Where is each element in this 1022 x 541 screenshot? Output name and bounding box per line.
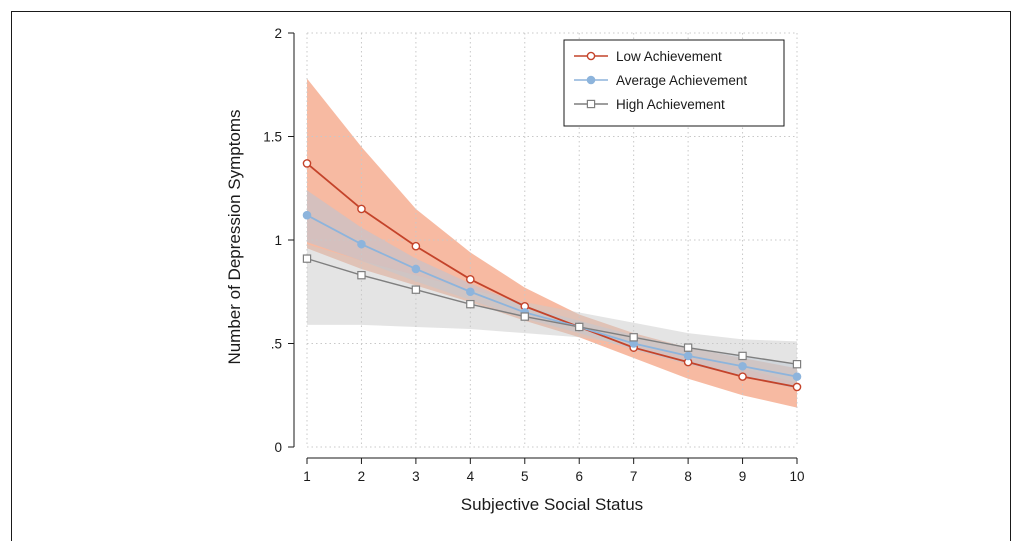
confidence-band-3 — [307, 244, 797, 383]
series-3-point — [683, 343, 693, 352]
series-2-point — [738, 361, 747, 371]
series-1-point — [466, 275, 475, 284]
x-tick-label: 1 — [303, 469, 311, 484]
x-tick-label: 2 — [358, 469, 366, 484]
series-1-point — [302, 159, 312, 168]
x-tick-label: 9 — [739, 469, 747, 484]
legend-label: High Achievement — [616, 97, 725, 112]
legend-swatch-marker — [586, 75, 596, 85]
legend-swatch-marker — [586, 99, 596, 109]
series-1-point — [411, 241, 421, 251]
x-tick-label: 3 — [412, 469, 420, 484]
series-3-point — [575, 322, 584, 332]
series-3-point — [302, 254, 312, 263]
series-lines — [306, 162, 798, 388]
series-1-point — [357, 204, 366, 214]
legend-label: Average Achievement — [616, 73, 747, 88]
series-1-point — [738, 372, 747, 381]
series-line-3 — [306, 257, 798, 365]
legend: Low Achievement Average Achievement High A… — [563, 39, 785, 127]
y-tick-label: 1 — [274, 233, 282, 248]
x-tick-label: 7 — [630, 469, 638, 484]
legend-box — [563, 39, 785, 127]
legend-items: Low Achievement Average Achievement High A… — [574, 49, 747, 112]
x-tick-label: 4 — [467, 469, 475, 484]
series-3-point — [466, 299, 475, 309]
x-tick-label: 10 — [789, 469, 804, 484]
y-tick-label: 0 — [274, 440, 282, 455]
series-3-point — [411, 285, 421, 294]
y-tick-label: 2 — [274, 26, 282, 41]
series-1-point — [792, 382, 802, 392]
series-3-point — [792, 360, 802, 369]
series-3-point — [520, 312, 529, 321]
legend-swatch-marker — [586, 51, 596, 61]
y-tick-label: .5 — [271, 337, 282, 352]
figure-frame — [11, 11, 1011, 541]
confidence-bands — [307, 78, 797, 408]
y-axis-title: Number of Depression Symptoms — [225, 109, 244, 364]
y-tick-label: 1.5 — [263, 130, 282, 145]
series-2-point — [792, 372, 802, 381]
x-tick-label: 6 — [575, 469, 583, 484]
axes: 0 .5 1 1.5 2 1 2 3 4 5 6 7 8 9 10 — [263, 26, 804, 484]
series-line-1 — [306, 162, 798, 388]
series-2-point — [302, 210, 312, 220]
series-2-point — [411, 264, 421, 274]
x-tick-label: 5 — [521, 469, 529, 484]
series-2-point — [466, 287, 475, 297]
series-2-point — [683, 351, 693, 361]
series-3-point — [629, 333, 638, 342]
x-tick-label: 8 — [684, 469, 692, 484]
series-3-point — [738, 351, 747, 361]
series-2-point — [357, 239, 366, 249]
series-3-point — [357, 270, 366, 280]
x-axis-title: Subjective Social Status — [461, 495, 643, 514]
legend-label: Low Achievement — [616, 49, 722, 64]
series-markers — [302, 159, 802, 392]
series-line-2 — [306, 214, 798, 378]
